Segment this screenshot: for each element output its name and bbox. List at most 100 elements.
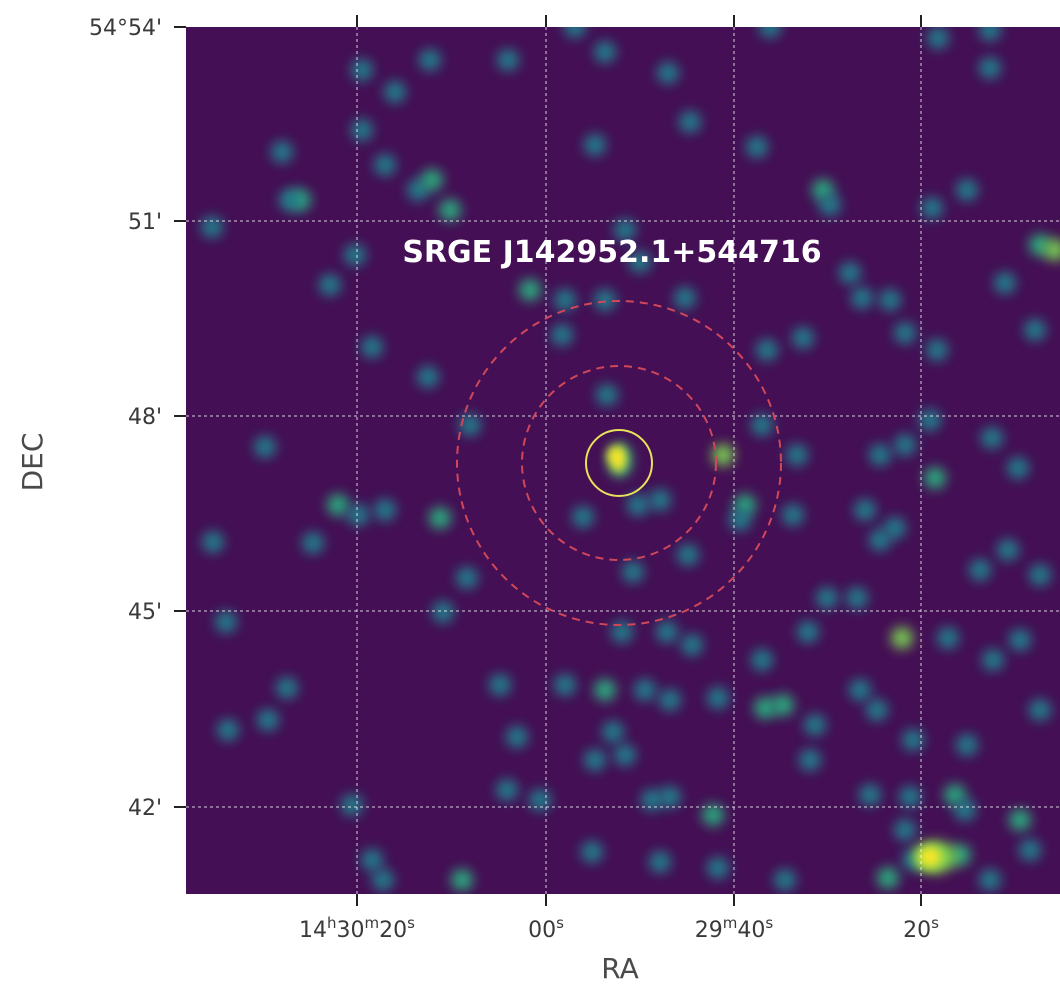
ra-tick-label-3: 20s​ (903, 914, 939, 943)
photon-blob (506, 726, 528, 748)
photon-blob (712, 444, 734, 466)
photon-blob (891, 627, 913, 649)
region-overlays (456, 300, 782, 626)
photon-blob (271, 141, 293, 163)
dec-tick-label-4: 42' (128, 796, 162, 821)
dec-tick-label-2: 48' (128, 405, 162, 430)
photon-blob (919, 409, 941, 431)
photon-blob (439, 199, 461, 221)
dec-tick-label-0: 54°54' (89, 16, 162, 41)
photon-blob (926, 339, 948, 361)
photon-blob (551, 324, 573, 346)
photon-blob (707, 857, 729, 879)
photon-blob (1029, 699, 1051, 721)
photon-blob (254, 436, 276, 458)
photon-blob (627, 494, 649, 516)
photon-blob (869, 444, 891, 466)
photon-blob (979, 27, 1001, 41)
photon-blob (554, 674, 576, 696)
photon-blob (611, 621, 633, 643)
photon-blob (614, 219, 636, 241)
photon-blob (276, 677, 298, 699)
photon-blob (894, 434, 916, 456)
photon-blob (1019, 839, 1041, 861)
photon-blob (629, 251, 651, 273)
photon-blob (877, 867, 899, 889)
photon-blob (956, 179, 978, 201)
photon-blob (997, 539, 1019, 561)
photon-blob (456, 567, 478, 589)
photon-blob (902, 729, 924, 751)
photon-blob (954, 799, 976, 821)
photon-blob (869, 529, 891, 551)
photon-blob (894, 322, 916, 344)
photon-blob (581, 841, 603, 863)
photon-blob (347, 504, 369, 526)
photon-blob (751, 414, 773, 436)
photon-blob (417, 366, 439, 388)
photon-blob (799, 749, 821, 771)
photon-blob (1044, 239, 1060, 261)
photon-blob (361, 336, 383, 358)
photon-blob (614, 744, 636, 766)
photon-blob (884, 517, 906, 539)
photon-blob (602, 721, 624, 743)
photon-blob (677, 544, 699, 566)
photon-blob (979, 869, 1001, 891)
photon-blob (429, 507, 451, 529)
photon-blob (879, 289, 901, 311)
photon-blob (899, 786, 921, 808)
photon-blob (854, 499, 876, 521)
axis-ticks (174, 15, 922, 906)
photon-blob (361, 849, 383, 871)
photon-blob (754, 697, 776, 719)
photon-blob (679, 111, 701, 133)
photon-blob (419, 49, 441, 71)
photon-blob (351, 59, 373, 81)
photon-blob (786, 444, 808, 466)
photon-blob (969, 559, 991, 581)
photon-blob (846, 587, 868, 609)
photon-blob (594, 679, 616, 701)
photon-blob (374, 499, 396, 521)
photon-blob (374, 154, 396, 176)
photon-blob (519, 279, 541, 301)
ra-tick-label-2: 29m​40s​ (695, 914, 774, 943)
photon-blob (656, 621, 678, 643)
photon-blob (994, 272, 1016, 294)
photon-blob (1024, 319, 1046, 341)
photon-events (201, 27, 1060, 891)
photon-blob (804, 714, 826, 736)
source-extraction-circle (585, 429, 653, 497)
coordinate-grid (186, 27, 1060, 894)
photon-blob (649, 851, 671, 873)
photon-blob (921, 197, 943, 219)
photon-blob (497, 49, 519, 71)
photon-blob (981, 427, 1003, 449)
photon-blob (681, 634, 703, 656)
photon-blob (792, 327, 814, 349)
photon-blob (702, 804, 724, 826)
photon-blob (1009, 629, 1031, 651)
photon-blob (489, 674, 511, 696)
photon-blob (529, 789, 551, 811)
photon-blob (459, 414, 481, 436)
photon-blob (302, 532, 324, 554)
photon-blob (319, 274, 341, 296)
photon-blob (432, 601, 454, 623)
photon-blob (657, 62, 679, 84)
photon-blob (496, 779, 518, 801)
photon-blob (982, 649, 1004, 671)
photon-blob (596, 384, 618, 406)
photon-blob (956, 734, 978, 756)
photon-blob (341, 794, 363, 816)
photon-blob (564, 27, 586, 38)
photon-blob (751, 649, 773, 671)
photon-blob (622, 561, 644, 583)
photon-blob (707, 687, 729, 709)
photon-blob (1009, 809, 1031, 831)
photon-blob (924, 467, 946, 489)
x-axis-label: RA (601, 952, 638, 985)
photon-blob (215, 611, 237, 633)
photon-blob (774, 869, 796, 891)
